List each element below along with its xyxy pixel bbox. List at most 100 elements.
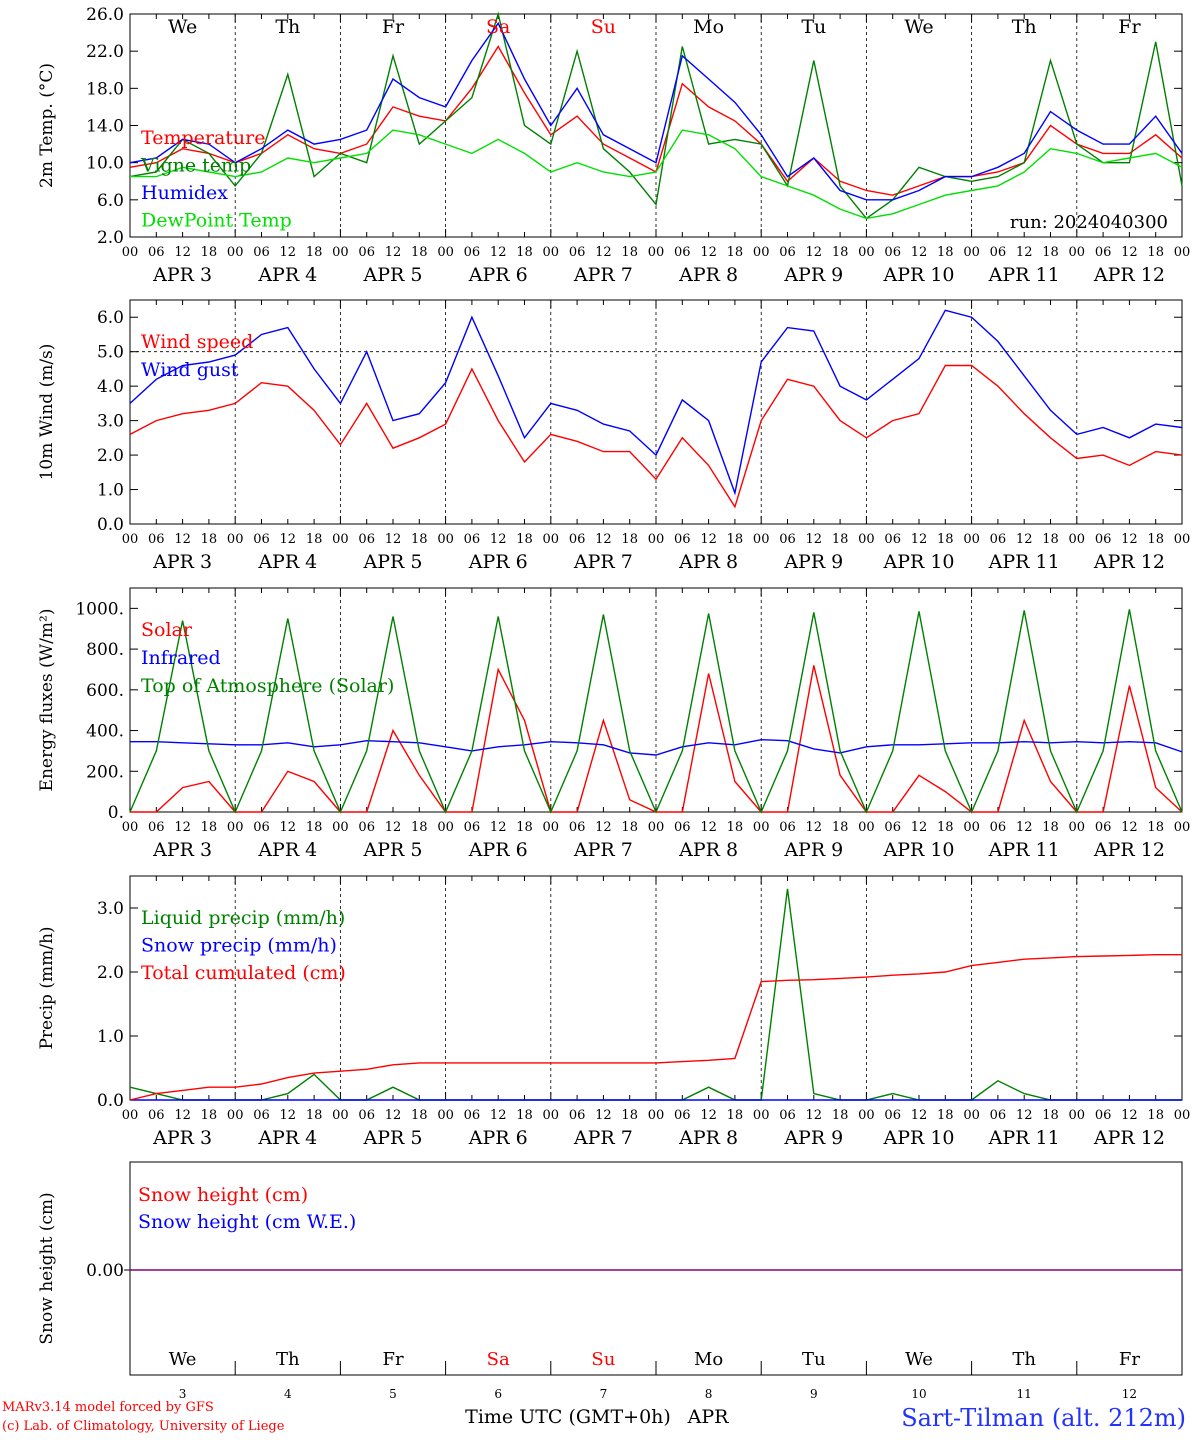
date-label: APR 12	[1093, 1127, 1165, 1149]
hour-tick-label: 18	[516, 1108, 533, 1123]
hour-tick-label: 18	[1147, 245, 1164, 260]
date-label: APR 5	[363, 264, 423, 286]
date-label: APR 4	[257, 551, 317, 573]
hour-tick-label: 12	[1016, 1108, 1033, 1123]
hour-tick-label: 00	[753, 245, 770, 260]
hour-tick-label: 06	[990, 1108, 1007, 1123]
y-tick-label: 1.0	[97, 1027, 124, 1047]
hour-tick-label: 12	[806, 245, 823, 260]
hour-tick-label: 12	[911, 1108, 928, 1123]
y-tick-label: 0.0	[97, 515, 124, 535]
hour-tick-label: 00	[648, 1108, 665, 1123]
series-line	[130, 129, 1183, 220]
day-number: 7	[600, 1387, 608, 1401]
hour-tick-label: 18	[201, 245, 218, 260]
day-number: 10	[911, 1387, 926, 1401]
date-label: APR 10	[882, 551, 954, 573]
date-label: APR 7	[573, 1127, 633, 1149]
panel-4: 0.0 1.0 2.0 3.0 Precip (mm/h) Liquid precip (…	[37, 875, 1190, 1149]
hour-tick-label: 00	[122, 820, 139, 835]
hour-tick-label: 06	[674, 820, 691, 835]
hour-tick-label: 06	[884, 245, 901, 260]
y-tick-label: 2.0	[97, 963, 124, 983]
hour-tick-label: 12	[806, 532, 823, 547]
date-label: APR 6	[468, 839, 528, 861]
hour-tick-label: 00	[858, 532, 875, 547]
date-label: APR 5	[363, 551, 423, 573]
y-tick-label: 1000.	[75, 599, 124, 619]
hour-tick-label: 12	[490, 820, 507, 835]
date-label: APR 4	[257, 1127, 317, 1149]
y-tick-label: 6.0	[97, 308, 124, 328]
hour-tick-label: 06	[148, 820, 165, 835]
date-label: APR 5	[363, 839, 423, 861]
y-tick-label: 18.0	[86, 79, 124, 99]
hour-tick-label: 00	[1069, 245, 1086, 260]
legend-entry: Solar	[141, 619, 193, 641]
hour-tick-label: 18	[1147, 820, 1164, 835]
hour-tick-label: 18	[1042, 532, 1059, 547]
legend-entry: Temperature	[141, 127, 265, 149]
weekday-label: Th	[275, 16, 300, 38]
panel-2: 0.0 1.0 2.0 3.0 4.0 5.0 6.0 10m Wind (m/s) Wind …	[37, 299, 1191, 573]
hour-tick-label: 00	[963, 245, 980, 260]
weekday-label: Mo	[693, 16, 724, 38]
hour-tick-label: 12	[280, 532, 297, 547]
hour-tick-label: 00	[437, 820, 454, 835]
y-tick-label: 0.	[108, 803, 124, 823]
hour-tick-label: 00	[332, 245, 349, 260]
hour-tick-label: 18	[937, 820, 954, 835]
date-label: APR 6	[468, 264, 528, 286]
day-number: 12	[1122, 1387, 1137, 1401]
hour-tick-label: 12	[911, 245, 928, 260]
hour-tick-label: 12	[280, 820, 297, 835]
y-tick-label: 0.00	[86, 1261, 124, 1281]
series-line	[129, 609, 1183, 814]
hour-tick-label: 00	[543, 532, 560, 547]
hour-tick-label: 00	[437, 245, 454, 260]
hour-tick-label: 12	[595, 245, 612, 260]
date-label: APR 12	[1093, 551, 1165, 573]
date-label: APR 6	[468, 551, 528, 573]
hour-tick-label: 18	[727, 245, 744, 260]
hour-tick-label: 00	[1069, 532, 1086, 547]
y-axis-label: Snow height (cm)	[37, 1192, 57, 1344]
hour-tick-label: 18	[1042, 1108, 1059, 1123]
hour-tick-label: 12	[174, 1108, 191, 1123]
hour-tick-label: 00	[1174, 532, 1191, 547]
date-label: APR 11	[988, 839, 1060, 861]
hour-tick-label: 18	[411, 245, 428, 260]
hour-tick-label: 06	[779, 245, 796, 260]
date-label: APR 5	[363, 1127, 423, 1149]
y-tick-label: 6.0	[97, 191, 124, 211]
date-label: APR 11	[988, 551, 1060, 573]
hour-tick-label: 12	[1016, 532, 1033, 547]
hour-tick-label: 18	[516, 532, 533, 547]
y-axis-label: 2m Temp. (°C)	[37, 63, 57, 188]
date-label: APR 11	[988, 1127, 1060, 1149]
y-tick-label: 26.0	[86, 5, 124, 25]
hour-tick-label: 06	[674, 1108, 691, 1123]
hour-tick-label: 06	[464, 245, 481, 260]
hour-tick-label: 12	[1121, 820, 1138, 835]
y-tick-label: 22.0	[86, 42, 124, 62]
date-label: APR 11	[988, 264, 1060, 286]
weekday-label: Fr	[1118, 16, 1141, 38]
date-label: APR 8	[678, 551, 738, 573]
hour-tick-label: 00	[543, 820, 560, 835]
hour-tick-label: 06	[1095, 245, 1112, 260]
hour-tick-label: 18	[832, 532, 849, 547]
y-tick-label: 400.	[86, 722, 124, 742]
hour-tick-label: 12	[911, 820, 928, 835]
day-number: 3	[179, 1387, 187, 1401]
legend-entry: DewPoint Temp	[141, 210, 292, 232]
day-number: 5	[389, 1387, 397, 1401]
hour-tick-label: 00	[1069, 820, 1086, 835]
hour-tick-label: 00	[648, 245, 665, 260]
date-label: APR 8	[678, 1127, 738, 1149]
hour-tick-label: 00	[227, 1108, 244, 1123]
legend-entry: Top of Atmosphere (Solar)	[141, 675, 394, 697]
legend-entry: Infrared	[141, 647, 221, 669]
y-tick-label: 2.0	[97, 228, 124, 248]
month-label: APR	[687, 1406, 730, 1428]
